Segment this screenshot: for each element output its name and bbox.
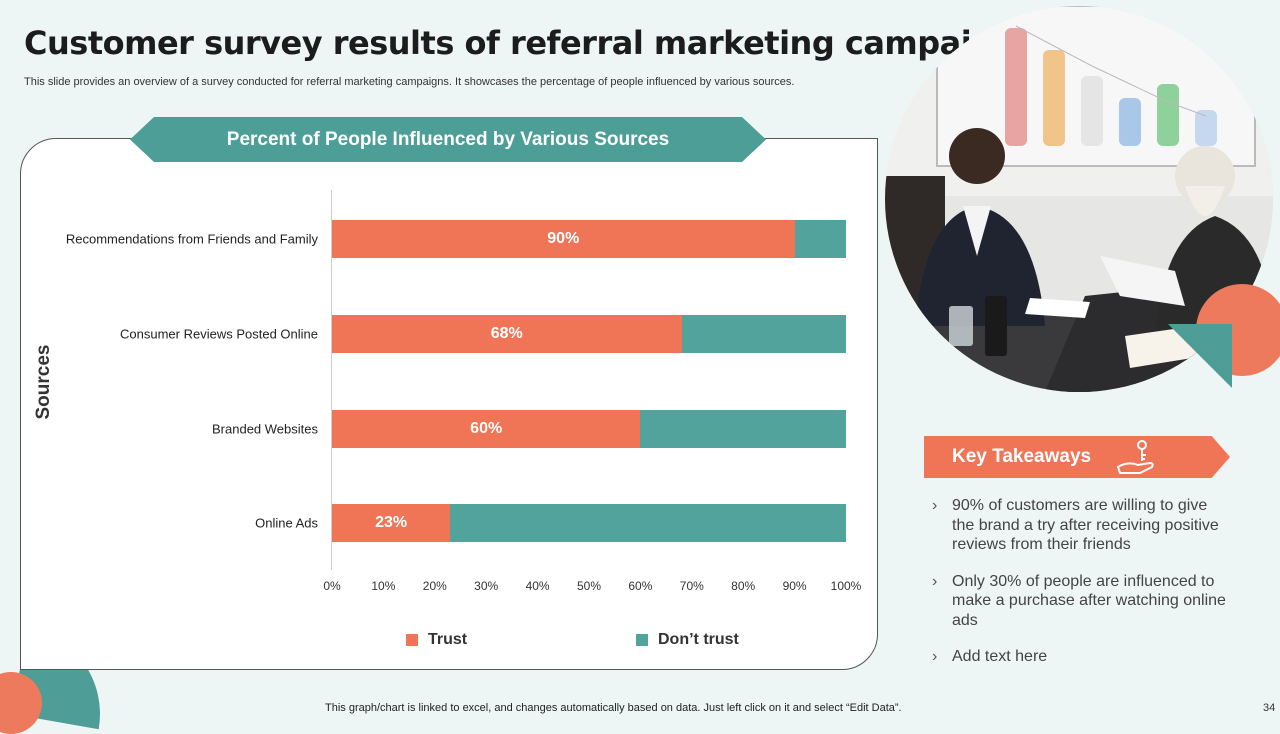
x-tick-label: 10% <box>371 579 396 593</box>
footnote: This graph/chart is linked to excel, and… <box>325 702 902 714</box>
key-takeaways-banner: Key Takeaways <box>924 436 1230 478</box>
legend-item-trust: Trust <box>406 631 467 649</box>
bar-trust[interactable]: 60% <box>332 410 641 448</box>
bar-dont-trust[interactable] <box>681 315 846 353</box>
x-tick-label: 40% <box>525 579 550 593</box>
legend-item-dont-trust: Don’t trust <box>636 631 739 649</box>
legend-swatch-trust <box>406 634 418 646</box>
x-tick-label: 70% <box>679 579 704 593</box>
y-axis-label: Sources <box>33 344 54 420</box>
bar-dont-trust[interactable] <box>450 504 846 542</box>
takeaway-text: 90% of customers are willing to give the… <box>952 497 1219 553</box>
slide-title: Customer survey results of referral mark… <box>24 24 1016 62</box>
x-tick-label: 100% <box>830 579 862 593</box>
category-label: Consumer Reviews Posted Online <box>120 326 318 342</box>
slide-subtitle: This slide provides an overview of a sur… <box>24 76 795 88</box>
page-number: 34 <box>1263 702 1276 714</box>
chart-title-banner: Percent of People Influenced by Various … <box>130 117 766 162</box>
takeaway-text[interactable]: Add text here <box>952 648 1048 665</box>
legend-label-trust: Trust <box>428 631 468 648</box>
x-tick-label: 20% <box>422 579 447 593</box>
bar-trust[interactable]: 90% <box>332 220 795 258</box>
x-tick-label: 90% <box>782 579 807 593</box>
takeaway-item: › 90% of customers are willing to give t… <box>930 496 1230 555</box>
x-tick-label: 60% <box>628 579 653 593</box>
bar-dont-trust[interactable] <box>794 220 846 258</box>
takeaway-text: Only 30% of people are influenced to mak… <box>952 572 1226 629</box>
category-label: Recommendations from Friends and Family <box>65 231 318 247</box>
legend-label-dont-trust: Don’t trust <box>658 631 739 648</box>
y-axis-line <box>331 190 332 570</box>
x-tick-label: 50% <box>576 579 602 593</box>
category-label: Branded Websites <box>212 421 318 437</box>
legend-swatch-dont-trust <box>636 634 648 646</box>
hand-with-keys-icon <box>1116 440 1154 474</box>
bar-data-label: 60% <box>470 420 503 437</box>
x-tick-label: 0% <box>323 579 341 593</box>
bar-trust[interactable]: 23% <box>332 504 451 542</box>
bar-data-label: 90% <box>547 230 580 247</box>
bar-trust[interactable]: 68% <box>332 315 682 353</box>
bar-data-label: 23% <box>375 514 408 531</box>
takeaway-item: › Only 30% of people are influenced to m… <box>930 572 1230 631</box>
takeaway-item[interactable]: › Add text here <box>930 647 1230 667</box>
bar-data-label: 68% <box>490 325 523 342</box>
key-takeaways-list: › 90% of customers are willing to give t… <box>930 496 1230 684</box>
category-label: Online Ads <box>255 515 318 531</box>
bar-dont-trust[interactable] <box>640 410 846 448</box>
x-tick-label: 30% <box>474 579 499 593</box>
chevron-right-icon: › <box>932 572 938 590</box>
chevron-right-icon: › <box>932 648 938 665</box>
key-takeaways-title: Key Takeaways <box>952 446 1092 467</box>
chevron-right-icon: › <box>932 497 938 514</box>
x-tick-label: 80% <box>731 579 756 593</box>
